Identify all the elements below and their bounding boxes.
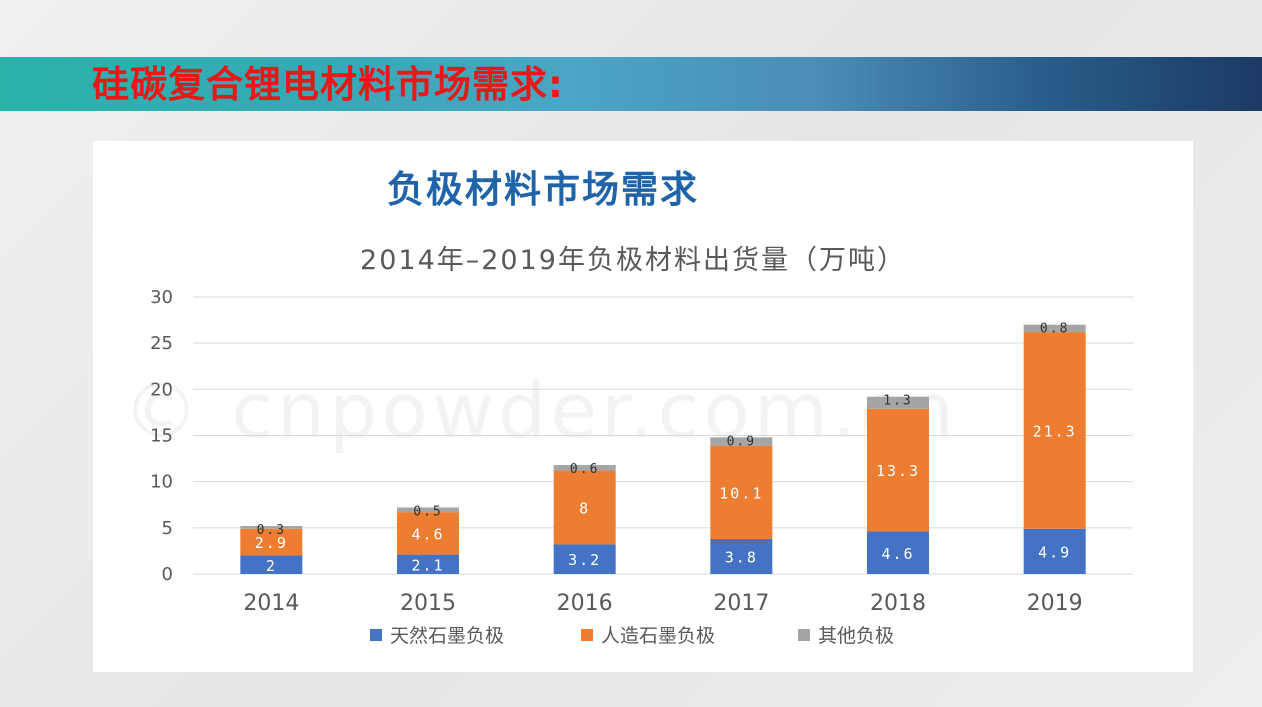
bar-2-2018: [867, 396, 929, 409]
x-tick-label: 2017: [713, 591, 769, 616]
bar-2-2015: [397, 507, 459, 513]
legend-swatch: [798, 629, 810, 641]
stacked-bar-chart: 2014年–2019年负极材料出货量（万吨）05101520253022.90.…: [150, 245, 1133, 647]
page-title: 硅碳复合锂电材料市场需求:: [92, 63, 564, 106]
bar-1-2017: [710, 445, 773, 539]
data-label: 3.8: [725, 548, 758, 566]
data-label: 21.3: [1033, 422, 1077, 440]
data-label: 8: [579, 500, 590, 518]
y-tick-label: 20: [150, 379, 173, 400]
bar-1-2014: [240, 528, 303, 556]
legend-swatch: [370, 629, 382, 641]
y-tick-label: 5: [162, 518, 173, 539]
data-label: 1.3: [883, 394, 912, 409]
bar-0-2014: [240, 555, 303, 574]
data-label: 2.9: [255, 534, 288, 552]
bar-0-2015: [397, 554, 459, 574]
legend-label: 天然石墨负极: [390, 625, 504, 647]
x-tick-label: 2018: [870, 591, 926, 616]
x-tick-label: 2016: [557, 591, 613, 616]
data-label: 0.8: [1040, 322, 1069, 337]
data-label: 4.6: [881, 545, 914, 563]
bar-2-2019: [1023, 324, 1086, 333]
bar-1-2015: [397, 512, 459, 555]
watermark: © cnpowder.com.cn: [123, 366, 958, 455]
bar-0-2017: [710, 538, 773, 574]
data-label: 4.9: [1038, 543, 1071, 561]
bar-1-2018: [867, 408, 929, 532]
data-label: 3.2: [568, 551, 601, 569]
data-label: 0.3: [257, 523, 286, 538]
x-tick-label: 2014: [243, 591, 299, 616]
data-label: 2.1: [411, 556, 444, 574]
bar-2-2014: [240, 525, 303, 529]
bar-0-2018: [867, 531, 929, 574]
title-banner: [0, 57, 1262, 111]
y-tick-label: 0: [162, 564, 173, 585]
chart-panel: © cnpowder.com.cn 负极材料市场需求 2014年–2019年负极…: [93, 141, 1193, 672]
y-tick-label: 10: [150, 472, 173, 493]
y-tick-label: 15: [150, 426, 173, 447]
legend-label: 人造石墨负极: [601, 625, 715, 647]
data-label: 4.6: [411, 525, 444, 543]
y-tick-label: 30: [150, 287, 173, 308]
data-label: 0.6: [570, 462, 599, 477]
y-tick-label: 25: [150, 333, 173, 354]
bar-1-2016: [553, 470, 616, 545]
bar-2-2017: [710, 437, 773, 446]
bar-0-2019: [1023, 528, 1086, 574]
data-label: 0.9: [727, 434, 756, 449]
bar-2-2016: [553, 465, 616, 471]
legend-label: 其他负极: [818, 625, 894, 647]
data-label: 0.5: [413, 505, 442, 520]
panel-title: 负极材料市场需求: [387, 168, 699, 211]
legend-swatch: [581, 629, 593, 641]
x-tick-label: 2015: [400, 591, 456, 616]
chart-title: 2014年–2019年负极材料出货量（万吨）: [360, 245, 906, 276]
data-label: 2: [266, 557, 277, 575]
data-label: 10.1: [719, 484, 763, 502]
data-label: 13.3: [876, 462, 920, 480]
bar-0-2016: [553, 544, 616, 574]
bar-1-2019: [1023, 332, 1086, 529]
x-tick-label: 2019: [1027, 591, 1083, 616]
